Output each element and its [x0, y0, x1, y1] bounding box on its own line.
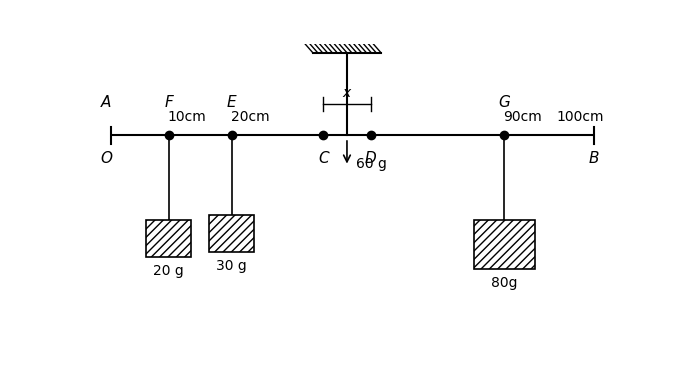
Text: 20 g: 20 g	[153, 265, 184, 279]
Text: 20cm: 20cm	[231, 110, 269, 124]
Text: 90cm: 90cm	[504, 110, 542, 124]
Text: 60 g: 60 g	[356, 156, 387, 170]
Text: C: C	[318, 151, 328, 166]
Text: 10cm: 10cm	[168, 110, 206, 124]
Text: O: O	[101, 151, 112, 166]
Text: x: x	[343, 86, 351, 100]
Text: 30 g: 30 g	[216, 259, 247, 273]
Text: 80g: 80g	[491, 276, 518, 290]
Bar	[209, 215, 254, 252]
Bar	[146, 220, 191, 257]
Text: E: E	[227, 94, 236, 110]
Text: A: A	[100, 94, 111, 110]
Text: G: G	[498, 94, 510, 110]
Text: B: B	[588, 151, 599, 166]
Text: D: D	[365, 151, 376, 166]
Text: 100cm: 100cm	[556, 110, 604, 124]
Text: F: F	[165, 94, 173, 110]
Bar	[474, 220, 535, 269]
